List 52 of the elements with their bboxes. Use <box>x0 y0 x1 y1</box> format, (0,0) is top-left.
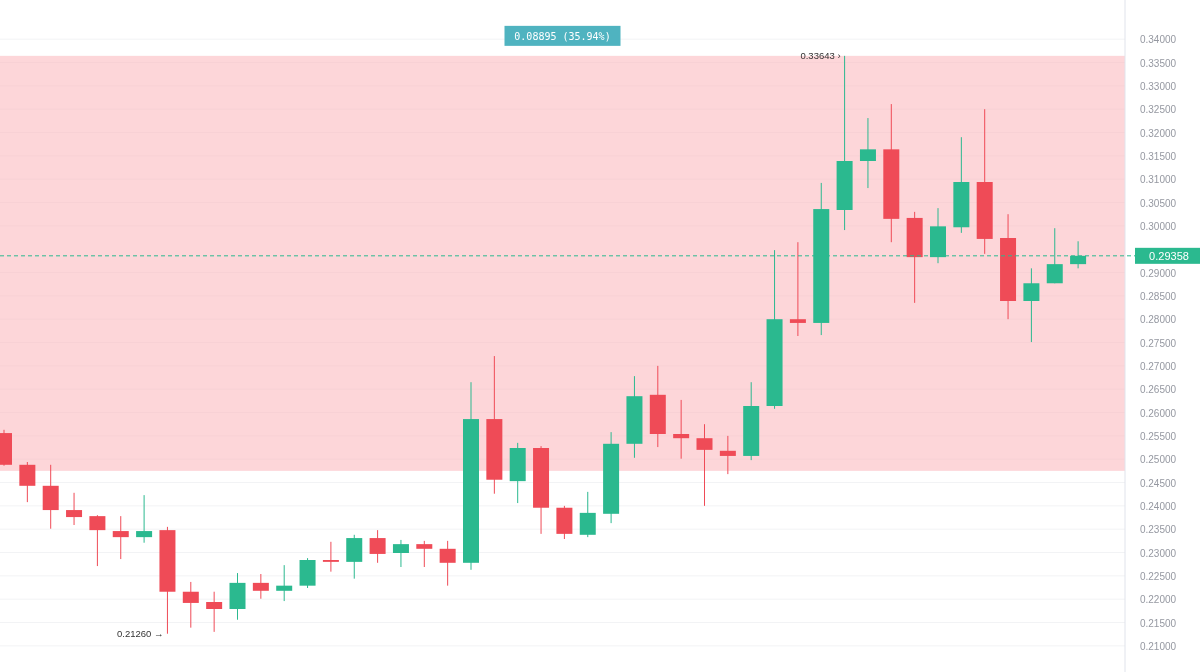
y-tick-label: 0.26000 <box>1139 407 1177 419</box>
y-tick-label: 0.24000 <box>1139 500 1177 512</box>
candlestick <box>1023 267 1040 343</box>
candlestick <box>392 539 409 568</box>
y-tick-label: 0.22000 <box>1139 594 1177 606</box>
y-tick-label: 0.32000 <box>1139 127 1177 139</box>
y-tick-label: 0.31000 <box>1139 174 1177 186</box>
y-tick-label: 0.30500 <box>1139 197 1177 209</box>
annotation: 0.21260 → <box>116 627 164 639</box>
y-tick-label: 0.28000 <box>1139 314 1177 326</box>
y-tick-label: 0.27000 <box>1139 360 1177 372</box>
y-tick-label: 0.21500 <box>1139 617 1177 629</box>
y-tick-label: 0.24500 <box>1139 477 1177 489</box>
y-tick-label: 0.21000 <box>1139 640 1177 652</box>
candlestick <box>89 514 106 567</box>
y-tick-label: 0.23000 <box>1139 547 1177 559</box>
y-tick-label: 0.29000 <box>1139 267 1177 279</box>
candlestick <box>66 492 83 526</box>
y-tick-label: 0.28500 <box>1139 290 1177 302</box>
candlestick <box>276 564 293 602</box>
y-tick-label: 0.22500 <box>1139 570 1177 582</box>
candlestick <box>182 581 199 629</box>
candlestick <box>719 435 736 475</box>
candlestick <box>439 540 456 587</box>
y-tick-label: 0.30000 <box>1139 220 1177 232</box>
ref-line-label: 0.29358 <box>1149 249 1189 262</box>
annotation: 0.33643 › <box>800 49 841 61</box>
y-tick-label: 0.25500 <box>1139 430 1177 442</box>
y-tick-label: 0.27500 <box>1139 337 1177 349</box>
y-tick-label: 0.31500 <box>1139 150 1177 162</box>
candlestick <box>789 241 806 337</box>
candlestick <box>252 573 269 600</box>
y-tick-label: 0.33500 <box>1139 57 1177 69</box>
candlestick <box>322 541 339 573</box>
candlestick <box>369 529 386 564</box>
y-tick-label: 0.25000 <box>1139 454 1177 466</box>
candlestick <box>859 117 876 189</box>
y-tick-label: 0.34000 <box>1139 34 1177 46</box>
y-tick-label: 0.32500 <box>1139 104 1177 116</box>
candlestick <box>416 540 433 568</box>
candlestick <box>19 461 36 503</box>
candlestick <box>579 491 596 538</box>
candlestick <box>112 515 129 560</box>
candlestick <box>673 399 690 460</box>
y-tick-label: 0.26500 <box>1139 384 1177 396</box>
y-tick-label: 0.23500 <box>1139 524 1177 536</box>
candlestick <box>136 494 153 544</box>
y-tick-label: 0.33000 <box>1139 80 1177 92</box>
candlestick <box>206 591 223 633</box>
candlestick <box>346 534 363 580</box>
candlestick <box>696 423 713 507</box>
band-label: 0.08895 (35.94%) <box>514 30 611 42</box>
